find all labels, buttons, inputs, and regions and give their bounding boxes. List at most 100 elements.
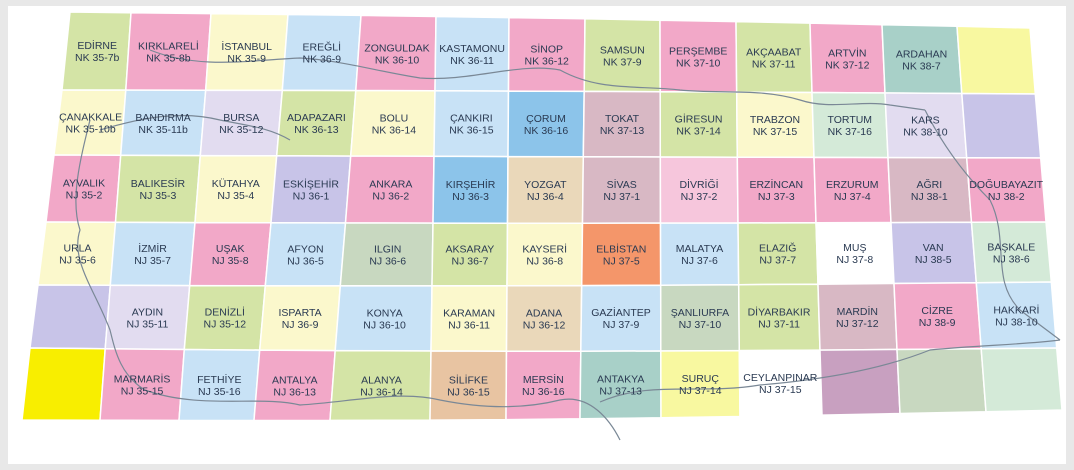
sheet-name: AFYON bbox=[287, 243, 323, 255]
sheet-label: BOLU NK 36-14 bbox=[372, 112, 417, 136]
sheet-code: NJ 35-7 bbox=[134, 255, 171, 267]
map-sheet-tile[interactable] bbox=[980, 347, 1063, 413]
sheet-code: NJ 37-7 bbox=[759, 255, 796, 267]
sheet-code: NJ 35-3 bbox=[140, 190, 177, 202]
sheet-name: ÇANAKKALE bbox=[59, 112, 122, 124]
sheet-code: NJ 37-5 bbox=[603, 255, 640, 267]
sheet-label: ADAPAZARI NK 36-13 bbox=[287, 112, 346, 136]
sheet-name: ERZİNCAN bbox=[749, 178, 803, 191]
sheet-code: NJ 36-5 bbox=[287, 255, 324, 267]
sheet-name: ISPARTA bbox=[279, 307, 322, 319]
sheet-name: MALATYA bbox=[676, 243, 723, 255]
sheet-code: NJ 37-11 bbox=[758, 318, 800, 330]
sheet-name: CEYLANPINAR bbox=[743, 372, 818, 384]
sheet-name: MARMARİS bbox=[114, 373, 171, 386]
sheet-label: CİZRE NJ 38-9 bbox=[919, 304, 956, 329]
sheet-name: ELBİSTAN bbox=[596, 242, 646, 255]
sheet-name: ILGIN bbox=[374, 244, 401, 256]
sheet-name: KIRKLARELİ bbox=[138, 40, 199, 53]
sheet-name: SİNOP bbox=[530, 43, 563, 56]
sheet-label: DİYARBAKIR NJ 37-11 bbox=[748, 305, 811, 330]
sheet-name: KARS bbox=[911, 115, 940, 127]
sheet-label: BANDIRMA NK 35-11b bbox=[135, 112, 190, 136]
sheet-code: NJ 36-6 bbox=[369, 256, 406, 268]
sheet-label: MALATYA NJ 37-6 bbox=[676, 243, 723, 267]
sheet-name: FETHİYE bbox=[197, 373, 241, 386]
sheet-code: NK 37-9 bbox=[603, 57, 642, 69]
sheet-label: ADANA NJ 36-12 bbox=[523, 307, 566, 331]
sheet-name: KASTAMONU bbox=[439, 43, 505, 55]
sheet-code: NJ 36-8 bbox=[526, 255, 563, 267]
sheet-code: NJ 35-4 bbox=[217, 190, 254, 202]
sheet-code: NJ 36-15 bbox=[447, 387, 490, 399]
sheet-label: ÇANKIRI NK 36-15 bbox=[449, 113, 494, 137]
sheet-label: ERZİNCAN NJ 37-3 bbox=[749, 178, 803, 203]
map-sheet-tile[interactable] bbox=[21, 347, 107, 421]
sheet-name: ANKARA bbox=[369, 179, 412, 191]
sheet-label: ILGIN NJ 36-6 bbox=[369, 244, 406, 268]
sheet-label: BAŞKALE NJ 38-6 bbox=[987, 241, 1035, 265]
sheet-name: BAŞKALE bbox=[987, 241, 1035, 253]
sheet-code: NJ 38-1 bbox=[911, 191, 948, 203]
sheet-code: NJ 36-16 bbox=[522, 386, 565, 398]
map-sheet-tile[interactable] bbox=[960, 92, 1042, 159]
sheet-label: ÇANAKKALE NK 35-10b bbox=[59, 112, 122, 136]
sheet-name: AKÇAABAT bbox=[746, 46, 802, 58]
sheet-label: KAYSERİ NJ 36-8 bbox=[522, 242, 567, 267]
sheet-code: NJ 35-6 bbox=[59, 255, 96, 267]
sheet-name: PERŞEMBE bbox=[669, 45, 727, 57]
sheet-code: NJ 36-7 bbox=[452, 256, 489, 268]
map-sheet-tile[interactable] bbox=[956, 25, 1037, 95]
sheet-label: TORTUM NK 37-16 bbox=[828, 114, 873, 138]
sheet-label: KÜTAHYA NJ 35-4 bbox=[212, 178, 260, 202]
tiles-layer bbox=[21, 11, 1063, 422]
sheet-name: İSTANBUL bbox=[221, 40, 272, 53]
sheet-label: MERSİN NJ 36-16 bbox=[522, 373, 565, 398]
sheet-label: DENİZLİ NJ 35-12 bbox=[203, 306, 246, 331]
sheet-label: MUŞ NJ 37-8 bbox=[836, 242, 873, 266]
sheet-name: CİZRE bbox=[921, 304, 953, 317]
sheet-code: NK 35-9 bbox=[227, 53, 266, 65]
sheet-label: ELBİSTAN NJ 37-5 bbox=[596, 242, 646, 267]
map-sheet-tile[interactable] bbox=[819, 348, 901, 416]
sheet-label: ÇORUM NK 36-16 bbox=[524, 113, 569, 137]
sheet-name: ANTALYA bbox=[272, 374, 318, 386]
sheet-label: FETHİYE NJ 35-16 bbox=[197, 373, 241, 398]
sheet-code: NJ 37-3 bbox=[758, 191, 795, 203]
sheet-name: GAZİANTEP bbox=[591, 306, 651, 319]
sheet-name: TORTUM bbox=[828, 114, 873, 126]
sheet-name: TOKAT bbox=[605, 113, 640, 125]
sheet-code: NJ 37-9 bbox=[603, 319, 640, 331]
sheet-label: KIRKLARELİ NK 35-8b bbox=[138, 40, 199, 65]
sheet-label: CEYLANPINAR NJ 37-15 bbox=[743, 372, 818, 396]
sheet-code: NJ 36-2 bbox=[372, 191, 409, 203]
sheet-code: NJ 38-5 bbox=[915, 254, 952, 266]
sheet-label: KIRŞEHİR NJ 36-3 bbox=[446, 178, 496, 203]
sheet-label: BALIKESİR NJ 35-3 bbox=[131, 177, 186, 202]
mediterranean-coastline bbox=[144, 389, 621, 441]
sheet-label: AKSARAY NJ 36-7 bbox=[445, 244, 494, 268]
sheet-code: NK 37-14 bbox=[676, 126, 721, 138]
sheet-name: KARAMAN bbox=[443, 308, 495, 320]
sheet-code: NJ 36-13 bbox=[273, 386, 316, 398]
sheet-code: NJ 36-12 bbox=[523, 319, 566, 331]
sheet-label: DİVRİĞİ NJ 37-2 bbox=[679, 178, 718, 203]
sheet-label: ESKİŞEHİR NJ 36-1 bbox=[283, 177, 339, 202]
sheet-label: VAN NJ 38-5 bbox=[915, 242, 952, 266]
sheet-code: NJ 37-12 bbox=[836, 318, 879, 330]
sheet-label: ANTALYA NJ 36-13 bbox=[272, 374, 318, 398]
sheet-name: TRABZON bbox=[750, 114, 800, 126]
sheet-label: İSTANBUL NK 35-9 bbox=[221, 40, 272, 65]
sheet-name: DOĞUBAYAZIT bbox=[969, 178, 1043, 191]
sheet-code: NK 35-8b bbox=[146, 53, 191, 65]
sheet-code: NJ 37-8 bbox=[836, 254, 873, 266]
sheet-code: NJ 35-12 bbox=[203, 319, 246, 331]
sheet-code: NJ 38-2 bbox=[988, 191, 1025, 203]
sheet-label: TRABZON NK 37-15 bbox=[750, 114, 800, 138]
sheet-label: UŞAK NJ 35-8 bbox=[212, 243, 249, 267]
map-sheet-tile[interactable] bbox=[896, 348, 987, 415]
sheet-label: SAMSUN NK 37-9 bbox=[600, 45, 645, 69]
map-sheet-tile[interactable] bbox=[29, 284, 112, 350]
sheet-code: NJ 36-4 bbox=[527, 191, 564, 203]
sheet-name: BURSA bbox=[223, 112, 259, 124]
